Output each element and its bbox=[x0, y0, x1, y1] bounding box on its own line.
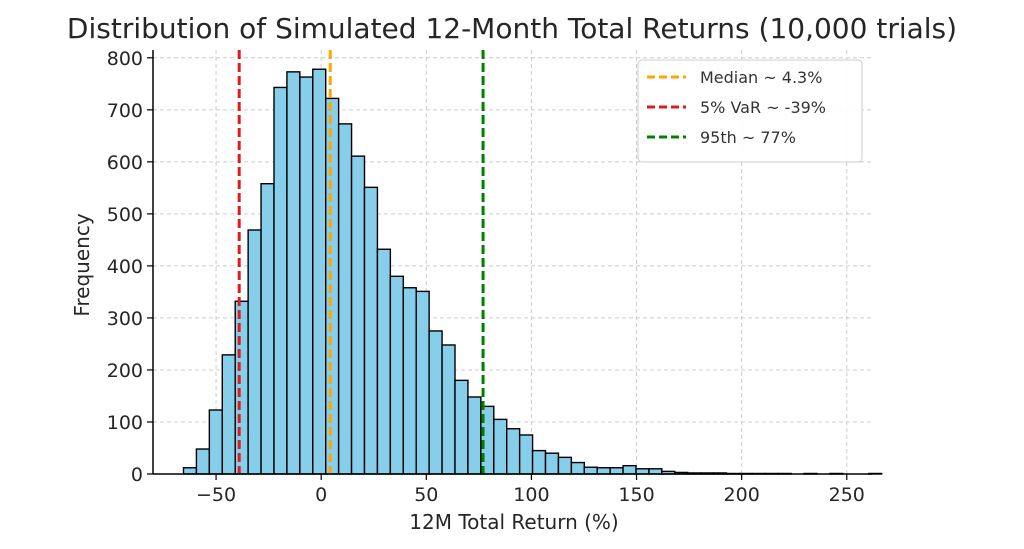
tick-labels: −50 0 50 100 150 200 250 0 100 200 300 400 500 600 700… bbox=[107, 48, 865, 506]
histogram-bar bbox=[415, 290, 430, 475]
legend-box bbox=[637, 59, 863, 163]
histogram-bar bbox=[596, 467, 611, 475]
y-tick-label: 400 bbox=[107, 256, 143, 278]
histogram-bar bbox=[234, 300, 249, 475]
histogram-bar bbox=[583, 466, 598, 475]
histogram-bar bbox=[350, 155, 366, 475]
histogram-bar bbox=[544, 452, 560, 475]
x-tick-label: 250 bbox=[829, 484, 865, 506]
histogram-bar bbox=[376, 248, 392, 475]
x-tick-label: −50 bbox=[196, 484, 236, 506]
histogram-bar bbox=[557, 456, 573, 475]
x-axis-label: 12M Total Return (%) bbox=[409, 510, 618, 534]
histogram-bar bbox=[363, 186, 379, 475]
histogram-bar bbox=[221, 354, 236, 475]
histogram-bar bbox=[506, 428, 521, 475]
legend-label: 5% VaR ~ -39% bbox=[700, 98, 826, 117]
legend-label: Median ~ 4.3% bbox=[700, 68, 822, 87]
histogram-bar bbox=[493, 418, 508, 475]
histogram-bar bbox=[325, 97, 340, 475]
histogram-bar bbox=[299, 76, 314, 475]
histogram-bar bbox=[428, 330, 443, 475]
y-tick-label: 200 bbox=[107, 360, 143, 382]
histogram-bar bbox=[531, 449, 547, 475]
x-tick-label: 150 bbox=[618, 484, 654, 506]
y-tick-label: 300 bbox=[107, 308, 143, 330]
histogram-bar bbox=[609, 467, 624, 475]
histogram-bar bbox=[286, 71, 301, 475]
histogram-bar bbox=[622, 464, 637, 475]
histogram-bar bbox=[389, 275, 404, 475]
y-tick-label: 100 bbox=[107, 412, 143, 434]
histogram-bar bbox=[570, 461, 585, 475]
reference-lines bbox=[237, 50, 485, 474]
legend: Median ~ 4.3% 5% VaR ~ -39% 95th ~ 77% bbox=[637, 59, 863, 163]
x-tick-label: 50 bbox=[414, 484, 438, 506]
x-tick-label: 200 bbox=[724, 484, 760, 506]
y-tick-label: 0 bbox=[131, 464, 143, 486]
histogram-bar bbox=[454, 379, 469, 475]
histogram-bar bbox=[312, 68, 327, 475]
histogram-bar bbox=[182, 467, 198, 475]
x-tick-label: 0 bbox=[315, 484, 327, 506]
y-axis-label: Frequency bbox=[70, 213, 94, 316]
y-tick-label: 600 bbox=[107, 152, 143, 174]
histogram-bar bbox=[467, 396, 482, 475]
histogram-bar bbox=[273, 86, 288, 475]
histogram-bar bbox=[337, 123, 353, 475]
histogram-bar bbox=[441, 344, 456, 475]
y-tick-label: 500 bbox=[107, 204, 143, 226]
histogram-bar bbox=[402, 287, 417, 475]
histogram-bar bbox=[208, 409, 223, 475]
histogram-bar bbox=[260, 183, 275, 475]
legend-label: 95th ~ 77% bbox=[700, 128, 796, 147]
histogram-bar bbox=[518, 434, 534, 475]
histogram-bar bbox=[635, 468, 650, 475]
chart-title: Distribution of Simulated 12-Month Total… bbox=[67, 12, 957, 45]
histogram-bar bbox=[247, 229, 262, 475]
axes bbox=[152, 50, 872, 475]
y-tick-label: 700 bbox=[107, 100, 143, 122]
histogram-bar bbox=[648, 468, 663, 475]
histogram-bars bbox=[182, 68, 883, 475]
x-tick-label: 100 bbox=[513, 484, 549, 506]
y-tick-label: 800 bbox=[107, 48, 143, 70]
histogram-bar bbox=[195, 448, 211, 475]
